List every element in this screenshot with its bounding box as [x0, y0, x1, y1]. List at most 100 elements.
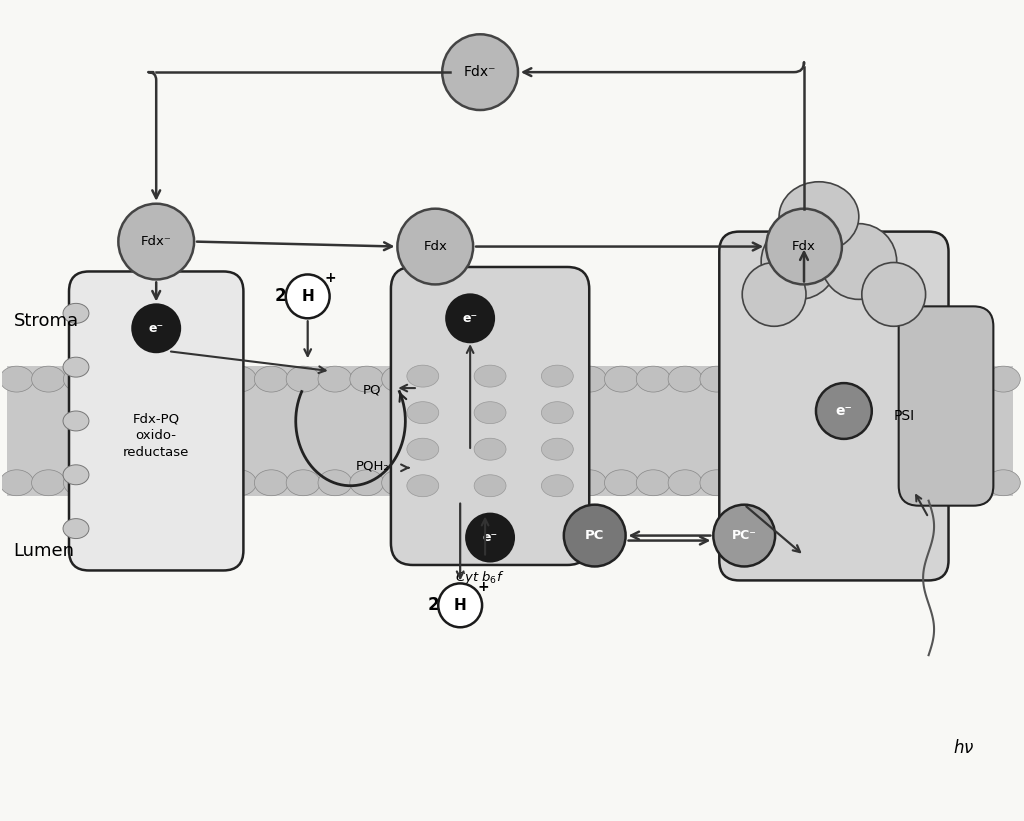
Ellipse shape	[286, 470, 321, 496]
Circle shape	[438, 584, 482, 627]
Text: Fdx-PQ
oxido-
reductase: Fdx-PQ oxido- reductase	[123, 412, 189, 460]
Text: e⁻: e⁻	[148, 322, 164, 335]
Text: $h\nu$: $h\nu$	[952, 739, 974, 757]
Ellipse shape	[254, 470, 288, 496]
Ellipse shape	[700, 366, 734, 392]
Circle shape	[564, 505, 626, 566]
Text: Fdx⁻: Fdx⁻	[464, 65, 497, 79]
Ellipse shape	[796, 366, 829, 392]
Text: Lumen: Lumen	[13, 542, 75, 560]
Ellipse shape	[477, 470, 511, 496]
Ellipse shape	[474, 438, 506, 460]
Ellipse shape	[159, 366, 193, 392]
Ellipse shape	[542, 475, 573, 497]
Ellipse shape	[63, 411, 89, 431]
Circle shape	[766, 209, 842, 284]
Ellipse shape	[63, 519, 89, 539]
Ellipse shape	[954, 366, 988, 392]
Ellipse shape	[923, 470, 956, 496]
Ellipse shape	[986, 470, 1020, 496]
Ellipse shape	[541, 366, 574, 392]
Ellipse shape	[407, 365, 438, 387]
Ellipse shape	[572, 366, 606, 392]
Ellipse shape	[764, 366, 798, 392]
Ellipse shape	[986, 366, 1020, 392]
Ellipse shape	[572, 470, 606, 496]
Ellipse shape	[286, 366, 321, 392]
Ellipse shape	[796, 470, 829, 496]
Text: Stroma: Stroma	[13, 312, 79, 330]
Bar	[7, 366, 1014, 496]
Text: Fdx: Fdx	[423, 240, 447, 253]
Ellipse shape	[382, 366, 416, 392]
Circle shape	[286, 274, 330, 319]
Ellipse shape	[63, 470, 97, 496]
Ellipse shape	[407, 401, 438, 424]
Ellipse shape	[474, 365, 506, 387]
Ellipse shape	[254, 366, 288, 392]
Text: H: H	[301, 289, 314, 304]
Ellipse shape	[127, 470, 161, 496]
Circle shape	[816, 383, 871, 439]
Ellipse shape	[63, 304, 89, 323]
Ellipse shape	[477, 366, 511, 392]
Ellipse shape	[636, 470, 670, 496]
Ellipse shape	[821, 223, 897, 300]
Text: e⁻: e⁻	[836, 404, 852, 418]
Ellipse shape	[859, 470, 893, 496]
Circle shape	[442, 34, 518, 110]
Ellipse shape	[827, 366, 861, 392]
Ellipse shape	[827, 470, 861, 496]
Ellipse shape	[190, 470, 224, 496]
Text: +: +	[325, 272, 337, 286]
Ellipse shape	[350, 470, 384, 496]
Ellipse shape	[414, 470, 447, 496]
Ellipse shape	[407, 475, 438, 497]
FancyBboxPatch shape	[899, 306, 993, 506]
Ellipse shape	[891, 470, 925, 496]
Ellipse shape	[862, 263, 926, 326]
Ellipse shape	[891, 366, 925, 392]
Text: +: +	[477, 580, 488, 594]
Circle shape	[466, 514, 514, 562]
Circle shape	[119, 204, 195, 279]
Ellipse shape	[222, 366, 256, 392]
Ellipse shape	[414, 366, 447, 392]
Ellipse shape	[732, 470, 766, 496]
Text: PQH₂: PQH₂	[355, 459, 389, 472]
Ellipse shape	[742, 263, 806, 326]
Text: H: H	[454, 598, 467, 612]
Ellipse shape	[63, 357, 89, 377]
Ellipse shape	[127, 366, 161, 392]
Text: PC: PC	[585, 529, 604, 542]
Ellipse shape	[350, 366, 384, 392]
Text: Fdx: Fdx	[793, 240, 816, 253]
FancyBboxPatch shape	[69, 272, 244, 571]
Ellipse shape	[732, 366, 766, 392]
Ellipse shape	[445, 366, 479, 392]
Text: PSI: PSI	[894, 409, 914, 423]
Ellipse shape	[541, 470, 574, 496]
Circle shape	[397, 209, 473, 284]
Ellipse shape	[761, 223, 837, 300]
Ellipse shape	[954, 470, 988, 496]
Ellipse shape	[542, 365, 573, 387]
Ellipse shape	[474, 401, 506, 424]
Text: PQ: PQ	[364, 383, 382, 397]
Ellipse shape	[407, 438, 438, 460]
Text: e⁻: e⁻	[482, 531, 498, 544]
Ellipse shape	[95, 366, 129, 392]
Ellipse shape	[318, 366, 352, 392]
Ellipse shape	[668, 470, 702, 496]
Text: Fdx⁻: Fdx⁻	[140, 235, 172, 248]
Circle shape	[132, 305, 180, 352]
Ellipse shape	[923, 366, 956, 392]
Ellipse shape	[32, 470, 66, 496]
Ellipse shape	[32, 366, 66, 392]
Text: e⁻: e⁻	[463, 312, 478, 325]
Ellipse shape	[190, 366, 224, 392]
Ellipse shape	[222, 470, 256, 496]
Ellipse shape	[382, 470, 416, 496]
Ellipse shape	[542, 438, 573, 460]
Ellipse shape	[764, 470, 798, 496]
